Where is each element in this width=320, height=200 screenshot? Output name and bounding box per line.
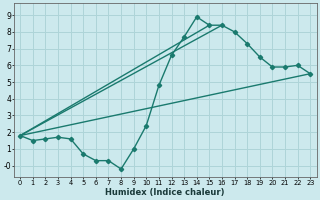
X-axis label: Humidex (Indice chaleur): Humidex (Indice chaleur) [106,188,225,197]
